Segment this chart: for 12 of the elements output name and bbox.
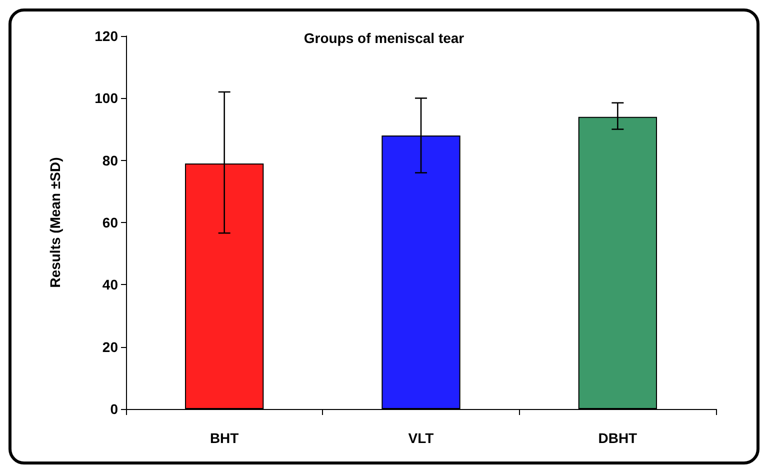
y-axis-title: Results (Mean ±SD) [47, 157, 63, 288]
y-tick-label: 0 [110, 401, 118, 417]
x-tick-label: BHT [210, 430, 240, 446]
y-tick-label: 20 [102, 338, 118, 355]
y-tick-label: 80 [102, 152, 118, 168]
y-tick-label: 100 [94, 90, 118, 106]
y-tick-label: 120 [94, 28, 118, 44]
y-tick-label: 40 [102, 276, 118, 293]
x-tick-label: VLT [408, 430, 434, 446]
x-tick-label: DBHT [598, 430, 638, 446]
y-tick-label: 60 [102, 214, 118, 230]
chart-title: Groups of meniscal tear [304, 30, 465, 46]
